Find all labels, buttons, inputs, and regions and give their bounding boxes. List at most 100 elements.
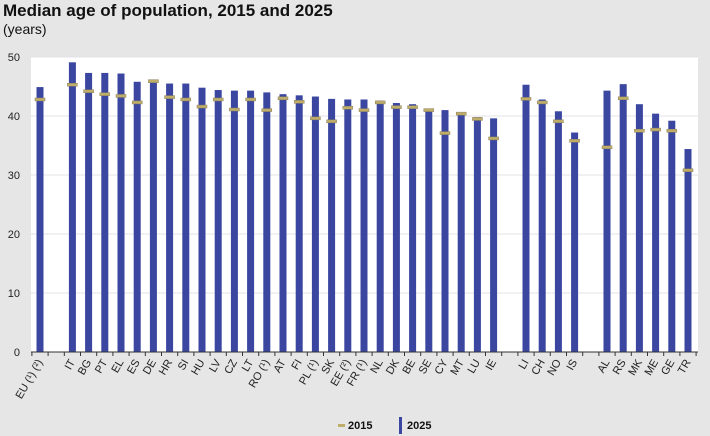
- x-tick-label: HU: [189, 357, 207, 377]
- bar-2025: [603, 90, 611, 352]
- marker-2015: [682, 168, 694, 173]
- bar-2025: [441, 110, 449, 352]
- marker-2015: [196, 104, 208, 109]
- marker-2015: [423, 108, 435, 112]
- marker-2015: [472, 117, 483, 121]
- legend-2015-label: 2015: [348, 420, 372, 432]
- bar-2025: [311, 96, 319, 352]
- marker-2015: [553, 119, 564, 124]
- chart-subtitle: (years): [3, 21, 47, 37]
- bar-2025: [652, 113, 660, 352]
- bar-2025: [117, 73, 125, 353]
- bar-2025: [295, 95, 303, 352]
- marker-2015: [358, 108, 370, 112]
- marker-2015: [569, 139, 580, 143]
- bar-2025: [684, 149, 692, 352]
- x-tick-label: LT: [240, 357, 257, 374]
- x-tick-label: CH: [529, 357, 547, 377]
- x-tick-label: SI: [176, 358, 192, 373]
- marker-2015: [180, 97, 192, 102]
- marker-2015: [131, 100, 143, 105]
- x-tick-label: GE: [659, 358, 677, 378]
- x-tick-label: LI: [517, 358, 532, 372]
- bar-2025: [85, 72, 93, 353]
- x-tick-label: DE: [141, 358, 159, 377]
- legend: 2015 2025: [338, 417, 431, 434]
- x-tick-label: NO: [545, 357, 564, 378]
- x-tick-label: BG: [76, 358, 94, 378]
- y-tick-label: 10: [8, 288, 20, 300]
- marker-2015: [261, 108, 273, 112]
- x-tick-label: MK: [626, 357, 645, 378]
- bar-2025: [344, 99, 352, 352]
- bar-2025: [522, 84, 530, 352]
- bar-2025: [36, 87, 44, 352]
- x-tick-label: BE: [400, 358, 418, 377]
- x-tick-label: AL: [595, 358, 612, 376]
- x-tick-label: CZ: [222, 357, 240, 376]
- y-tick-label: 30: [8, 170, 20, 182]
- x-tick-label: EL: [109, 358, 126, 376]
- legend-2015-swatch: [338, 424, 345, 427]
- marker-2015: [310, 116, 321, 121]
- x-tick-label: CY: [433, 357, 451, 377]
- marker-2015: [601, 145, 613, 150]
- marker-2015: [342, 105, 354, 110]
- marker-2015: [391, 105, 402, 109]
- x-tick-label: HR: [157, 357, 175, 377]
- bar-2025: [101, 72, 109, 353]
- x-tick-label: LU: [466, 357, 483, 375]
- marker-2015: [34, 97, 46, 102]
- y-tick-label: 40: [8, 111, 20, 123]
- marker-2015: [617, 96, 629, 101]
- legend-2025-label: 2025: [407, 420, 431, 432]
- x-tick-label: IE: [484, 358, 500, 373]
- x-tick-label: TR: [676, 357, 694, 376]
- bar-2025: [473, 117, 481, 353]
- bar-2025: [214, 90, 222, 352]
- marker-2015: [650, 127, 661, 132]
- marker-2015: [212, 97, 224, 102]
- bar-2025: [182, 83, 190, 353]
- y-tick-label: 0: [14, 347, 20, 359]
- x-tick-label: LV: [207, 357, 224, 375]
- bar-2025: [279, 94, 287, 353]
- bar-2025: [554, 111, 562, 352]
- marker-2015: [115, 94, 127, 98]
- chart-title: Median age of population, 2015 and 2025: [3, 1, 333, 20]
- marker-2015: [536, 100, 548, 105]
- marker-2015: [148, 79, 159, 83]
- bar-2025: [230, 90, 238, 352]
- bar-2025: [198, 87, 206, 353]
- bar-2025: [425, 109, 433, 352]
- x-tick-label: ES: [125, 358, 143, 377]
- marker-2015: [407, 105, 418, 109]
- marker-2015: [83, 89, 94, 93]
- marker-2015: [666, 129, 678, 133]
- bar-2025: [328, 98, 336, 352]
- x-tick-label: DK: [384, 357, 402, 377]
- marker-2015: [634, 129, 645, 133]
- marker-2015: [229, 107, 240, 112]
- marker-2015: [277, 96, 289, 101]
- y-tick-label: 20: [8, 229, 20, 241]
- x-tick-label: EU (¹) (²): [14, 358, 46, 402]
- bar-2025: [247, 90, 255, 352]
- bar-2025: [635, 104, 643, 352]
- bar-2025: [409, 104, 417, 352]
- bar-2025: [392, 103, 400, 353]
- marker-2015: [488, 136, 499, 141]
- x-tick-label: AT: [272, 357, 289, 375]
- marker-2015: [520, 97, 532, 101]
- marker-2015: [245, 97, 256, 102]
- x-tick-label: IS: [565, 358, 581, 373]
- marker-2015: [293, 100, 305, 104]
- bar-2025: [360, 99, 368, 352]
- x-tick-label: SE: [417, 358, 435, 377]
- bar-2025: [149, 81, 157, 352]
- bar-2025: [490, 118, 498, 352]
- bar-2025: [376, 100, 384, 352]
- bar-2025: [619, 84, 627, 352]
- bar-2025: [571, 132, 579, 352]
